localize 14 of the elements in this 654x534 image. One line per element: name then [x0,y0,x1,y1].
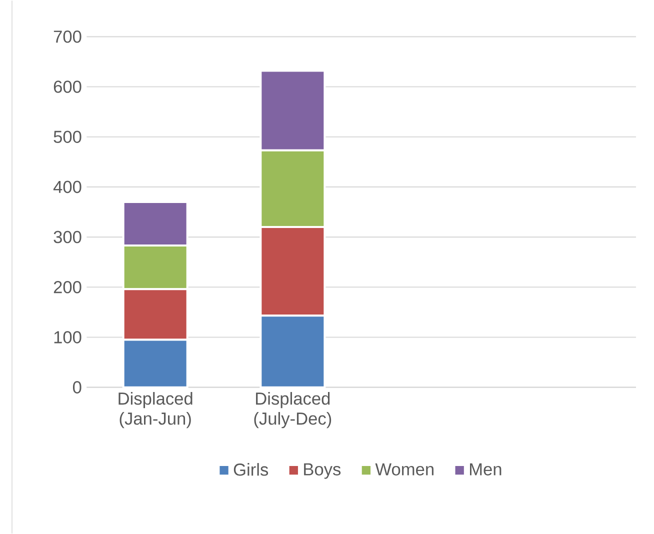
x-tick-label: Displaced (July-Dec) [254,392,332,428]
legend-label: Men [470,463,502,476]
y-tick-label: 400 [53,180,82,194]
legend-label: Women [375,463,434,476]
y-tick-label: 100 [54,331,82,344]
legend-label: Boys [304,463,341,479]
y-tick-label: 200 [54,280,82,294]
y-tick-label: 600 [54,80,82,93]
y-tick-label: 300 [54,230,82,244]
y-tick-label: 500 [54,130,82,143]
y-tick-label: 0 [72,381,82,394]
legend-label: Girls [234,463,268,476]
x-tick-label: Displaced (Jan-Jun) [118,392,192,428]
y-tick-label: 700 [54,30,82,43]
